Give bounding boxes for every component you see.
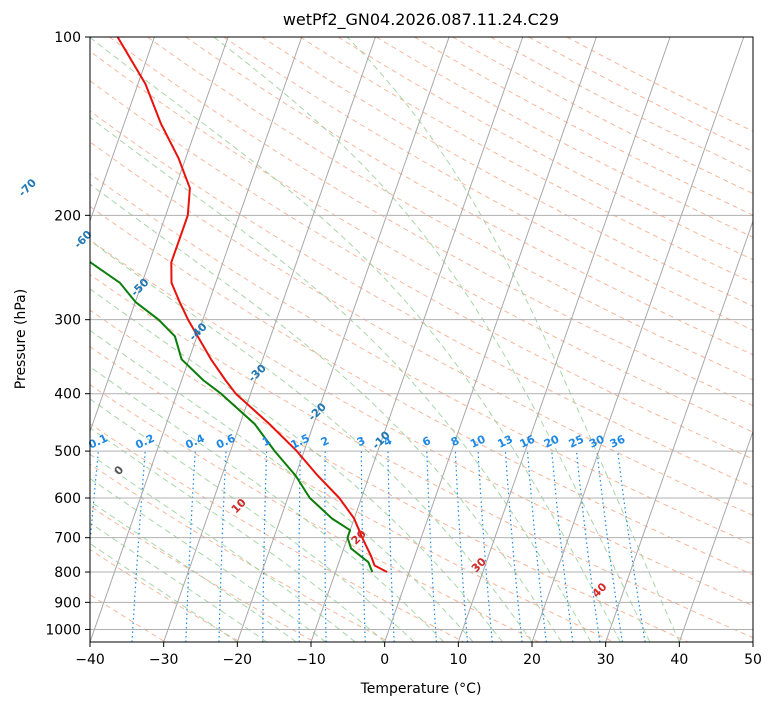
mixing-ratio-line bbox=[324, 451, 327, 642]
profile-lines bbox=[90, 37, 388, 573]
dry-adiabat-line bbox=[528, 37, 753, 153]
isotherm-line bbox=[605, 219, 753, 642]
mixing-ratio-line bbox=[262, 451, 268, 642]
isotherm-line bbox=[236, 37, 450, 642]
mixing-ratio-line bbox=[617, 451, 646, 642]
dry-adiabat-line bbox=[90, 50, 753, 433]
x-axis-label: Temperature (°C) bbox=[360, 681, 482, 697]
dry-adiabat-line bbox=[185, 37, 753, 356]
dry-adiabat-line bbox=[109, 37, 753, 407]
x-tick-label: −40 bbox=[75, 652, 105, 668]
isotherm-line bbox=[384, 37, 597, 642]
moist-adiabat-line bbox=[90, 500, 297, 642]
isotherm-line bbox=[90, 37, 303, 642]
y-axis-label: Pressure (hPa) bbox=[13, 289, 29, 389]
dry-adiabat-line bbox=[90, 309, 690, 642]
background-lines bbox=[90, 37, 753, 642]
x-tick-label: −30 bbox=[149, 652, 179, 668]
dry-adiabat-line bbox=[90, 205, 753, 576]
isotherm-line bbox=[531, 37, 745, 642]
mixing-ratio-label: 25 bbox=[567, 433, 586, 451]
mixing-ratio-line bbox=[454, 451, 469, 642]
y-tick-label: 1000 bbox=[45, 622, 81, 638]
moist-adiabat-line bbox=[213, 37, 651, 642]
plot-frame bbox=[89, 36, 754, 643]
mixing-ratio-line bbox=[426, 451, 437, 642]
dry-adiabat-line bbox=[261, 37, 753, 307]
y-tick-label: 500 bbox=[54, 444, 81, 460]
moist-adiabat-line bbox=[90, 477, 326, 642]
mixing-ratio-label: 10 bbox=[468, 432, 488, 450]
y-tick-label: 300 bbox=[54, 313, 81, 329]
x-tick-label: 20 bbox=[523, 652, 541, 668]
mixing-ratio-line bbox=[477, 451, 493, 642]
y-tick-label: 700 bbox=[54, 531, 81, 547]
axes: −40 −30 −20 −10 0 10 20 30 40 50 100 200 300 400 500 60… bbox=[45, 30, 762, 668]
x-tick-label: −20 bbox=[223, 652, 253, 668]
dewpoint-profile bbox=[90, 260, 374, 573]
dry-adiabat-line bbox=[147, 37, 753, 381]
moist-adiabat-line bbox=[90, 240, 533, 642]
y-tick-label: 400 bbox=[54, 387, 81, 403]
mixing-ratio-line bbox=[360, 451, 366, 642]
mixing-ratio-label: 36 bbox=[608, 432, 628, 450]
isotherm-line bbox=[457, 37, 671, 642]
y-tick-label: 800 bbox=[54, 565, 81, 581]
y-tick-label: 200 bbox=[54, 208, 81, 224]
y-tick-label: 100 bbox=[54, 30, 81, 46]
mixing-ratio-line bbox=[298, 451, 301, 642]
dry-adiabat-line bbox=[90, 505, 316, 642]
mixing-ratio-label: 13 bbox=[496, 433, 515, 451]
mixing-ratio-line bbox=[575, 451, 601, 642]
dry-adiabat-line bbox=[90, 273, 753, 639]
isotherm-line bbox=[310, 37, 524, 642]
mixing-ratio-label: 20 bbox=[542, 432, 562, 450]
mixing-ratio-line bbox=[596, 451, 623, 642]
y-tick-label: 600 bbox=[54, 491, 81, 507]
isotherm-line bbox=[90, 37, 229, 434]
moist-adiabat-line bbox=[90, 37, 621, 642]
mixing-ratio-label: 16 bbox=[518, 432, 538, 450]
moist-adiabat-line bbox=[90, 427, 386, 642]
x-tick-label: 0 bbox=[380, 652, 389, 668]
mixing-ratio-label: 30 bbox=[587, 432, 607, 450]
temperature-profile bbox=[116, 37, 388, 573]
x-tick-label: 10 bbox=[449, 652, 467, 668]
dry-adiabat-line bbox=[90, 463, 391, 642]
dry-adiabat-line bbox=[337, 37, 753, 261]
x-tick-label: −10 bbox=[296, 652, 326, 668]
mixing-ratio-line bbox=[218, 451, 227, 642]
x-tick-label: 40 bbox=[670, 652, 688, 668]
moist-adiabat-line bbox=[90, 116, 592, 642]
mixing-ratio-line bbox=[185, 451, 196, 642]
isotherm-line bbox=[163, 37, 376, 642]
x-tick-label: 50 bbox=[744, 652, 762, 668]
chart-title: wetPf2_GN04.2026.087.11.24.C29 bbox=[283, 10, 559, 30]
mixing-ratio-line bbox=[504, 451, 523, 642]
dry-adiabat-line bbox=[490, 37, 753, 173]
mixing-ratio-line bbox=[526, 451, 547, 642]
moist-adiabat-line bbox=[346, 37, 680, 642]
mixing-ratio-line bbox=[551, 451, 574, 642]
moist-adiabat-line bbox=[90, 183, 562, 642]
mixing-ratio-line bbox=[131, 451, 146, 642]
moist-adiabat-line bbox=[90, 288, 503, 642]
dry-adiabat-line bbox=[90, 110, 753, 488]
dry-adiabat-line bbox=[414, 37, 753, 216]
x-tick-label: 30 bbox=[597, 652, 615, 668]
isotherm-line bbox=[90, 37, 155, 223]
y-tick-label: 900 bbox=[54, 595, 81, 611]
isotherm-line bbox=[678, 430, 753, 642]
dry-adiabat-line bbox=[90, 173, 753, 546]
moist-adiabat-line bbox=[90, 542, 238, 642]
moist-adiabat-line bbox=[90, 522, 268, 642]
